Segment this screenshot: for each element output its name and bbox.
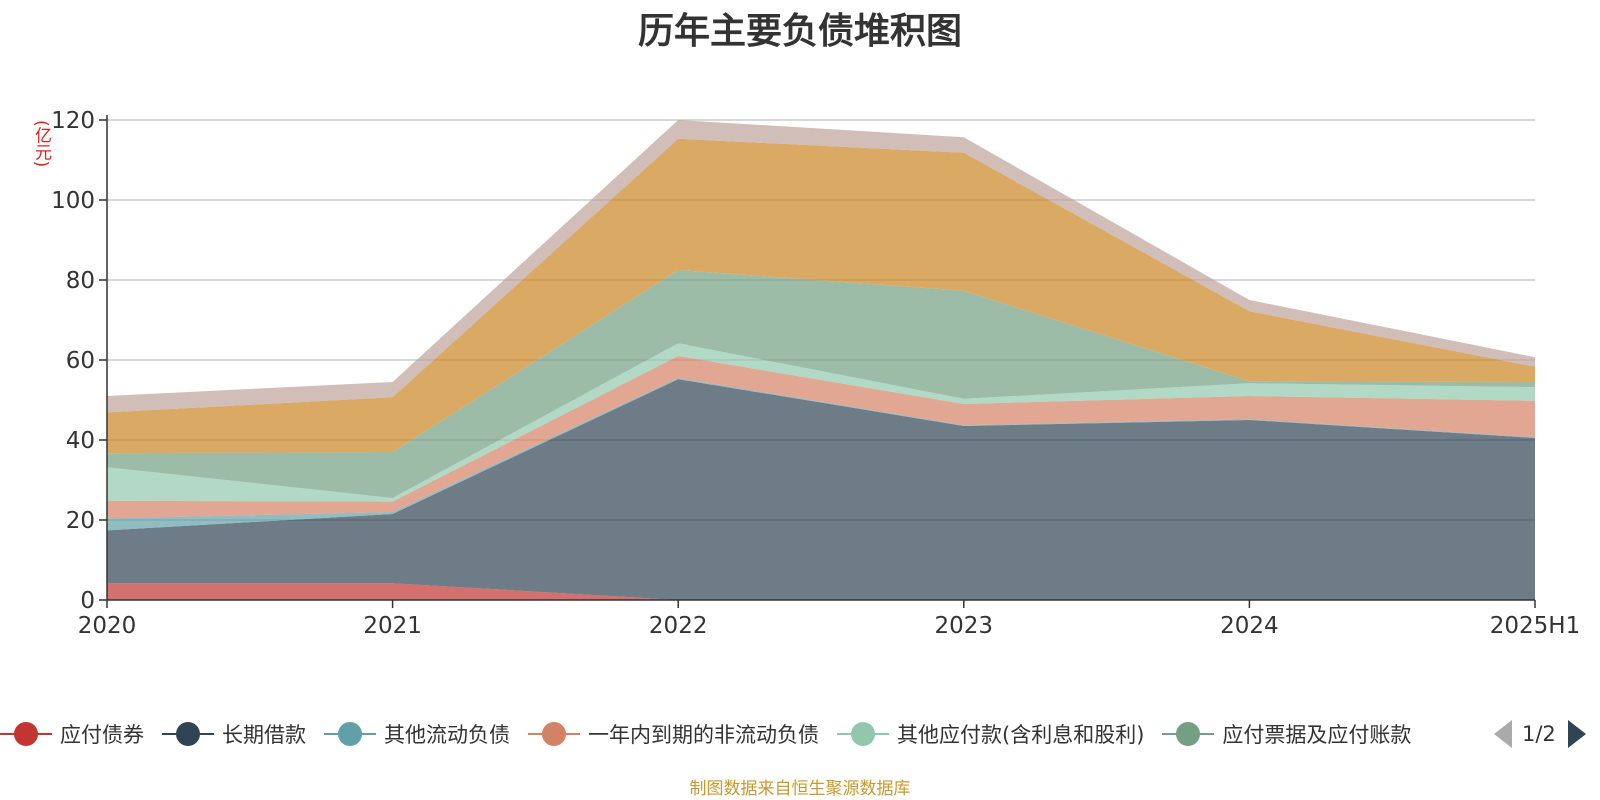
x-tick-label: 2022	[649, 613, 708, 639]
chart-title: 历年主要负债堆积图	[637, 11, 962, 52]
x-tick-label: 2020	[78, 613, 137, 639]
y-tick-label: 100	[51, 188, 95, 214]
y-tick-label: 40	[66, 428, 95, 454]
legend-page-indicator: 1/2	[1522, 722, 1556, 746]
x-tick-label: 2021	[363, 613, 422, 639]
legend-item[interactable]: 长期借款	[162, 719, 306, 749]
area-series-2	[107, 379, 1535, 600]
legend-item[interactable]: 一年内到期的非流动负债	[528, 719, 819, 749]
x-tick-label: 2023	[935, 613, 994, 639]
legend-marker-icon	[528, 722, 580, 746]
legend-pager: 1/2	[1494, 714, 1600, 754]
data-source-note: 制图数据来自恒生聚源数据库	[689, 779, 911, 799]
y-axis-unit-label: (亿元)	[31, 120, 51, 168]
legend-label: 其他流动负债	[384, 723, 510, 747]
legend-item[interactable]: 应付债券	[0, 719, 144, 749]
legend-item[interactable]: 其他应付款(含利息和股利)	[837, 719, 1144, 749]
legend-label: 一年内到期的非流动负债	[588, 723, 819, 747]
legend-marker-icon	[162, 722, 214, 746]
x-tick-label: 2024	[1220, 613, 1279, 639]
y-tick-label: 20	[66, 508, 95, 534]
chart-legend: 应付债券 长期借款 其他流动负债 一年内到期的非流动负债 其他应付款(含利息和股利) 应付…	[0, 714, 1600, 754]
y-tick-label: 0	[80, 588, 95, 614]
legend-label: 应付票据及应付账款	[1222, 723, 1412, 747]
x-tick-label: 2025H1	[1490, 613, 1580, 639]
legend-item[interactable]: 其他流动负债	[324, 719, 510, 749]
area-series-5	[107, 343, 1535, 502]
legend-label: 应付债券	[60, 723, 144, 747]
area-series-7	[107, 138, 1535, 454]
area-series-6	[107, 270, 1535, 498]
legend-marker-icon	[837, 722, 889, 746]
y-tick-label: 120	[51, 108, 95, 134]
legend-label: 长期借款	[222, 723, 306, 747]
area-series-1	[107, 583, 1535, 600]
legend-marker-icon	[0, 722, 52, 746]
legend-marker-icon	[1162, 722, 1215, 746]
y-tick-label: 60	[66, 348, 95, 374]
legend-item[interactable]: 应付票据及应付账款	[1162, 719, 1411, 749]
area-series-4	[107, 356, 1535, 519]
legend-marker-icon	[324, 722, 376, 746]
legend-label: 其他应付款(含利息和股利)	[897, 723, 1145, 747]
stacked-area-chart: 0 20 40 60 80 100 120 2020 2021 2022 2023 2024 2025H…	[51, 108, 1580, 639]
y-tick-label: 80	[66, 268, 95, 294]
legend-prev-page-icon[interactable]	[1494, 720, 1512, 748]
legend-next-page-icon[interactable]	[1567, 720, 1586, 748]
